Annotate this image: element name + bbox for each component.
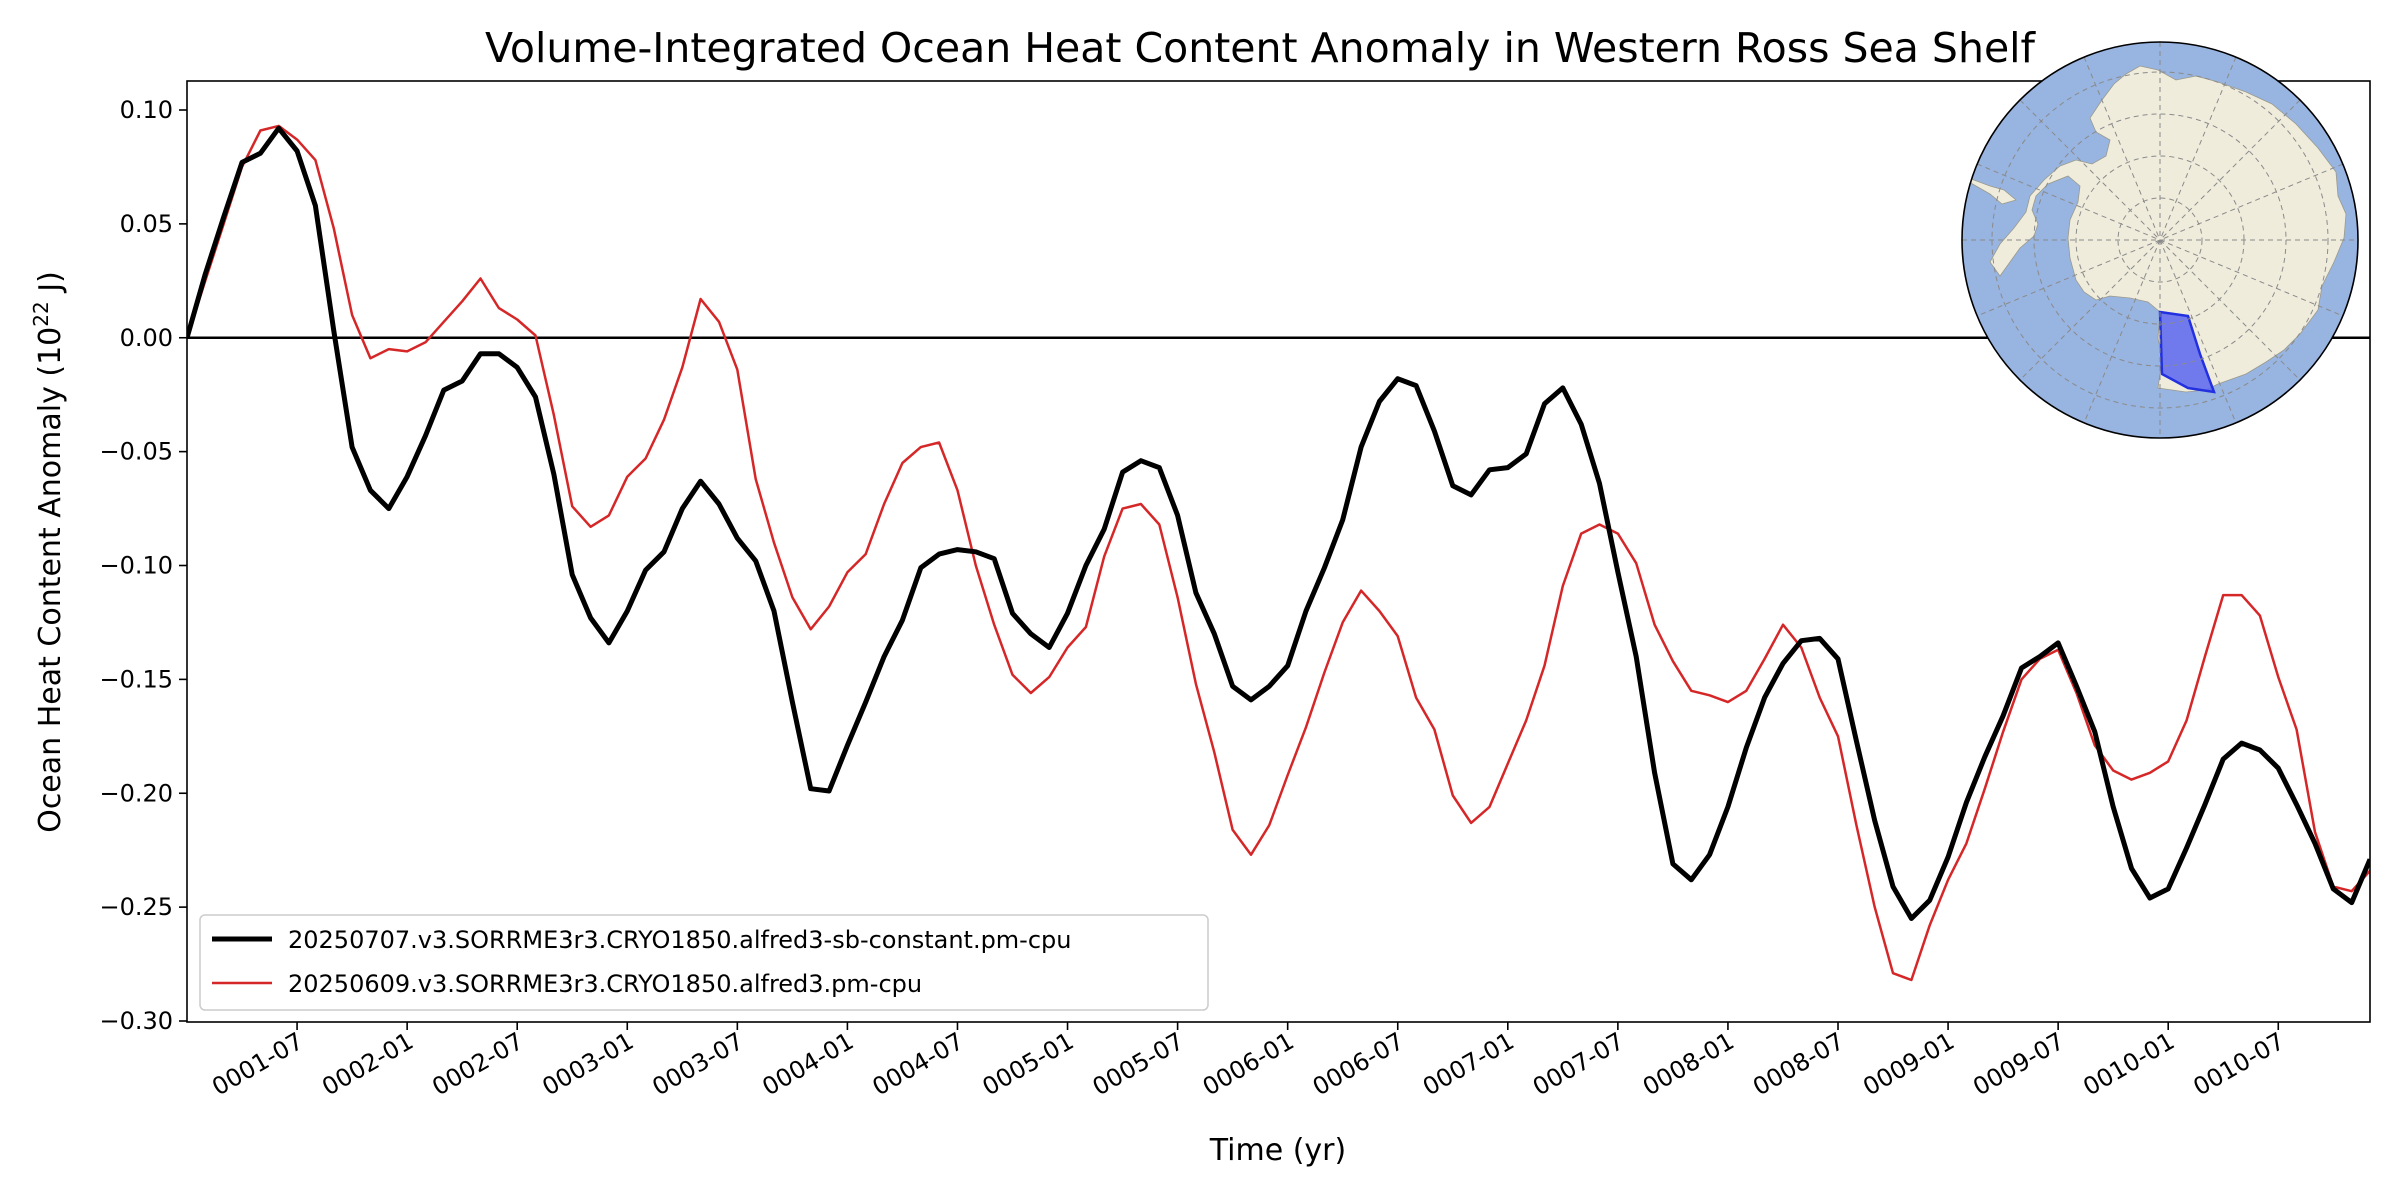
inset-map-meridian — [2019, 99, 2301, 381]
y-tick-label: 0.05 — [120, 210, 173, 238]
x-axis-label: Time (yr) — [1209, 1133, 1346, 1168]
y-tick-label: −0.05 — [99, 438, 173, 466]
y-axis-label-prefix: Ocean Heat Content Anomaly (10 — [33, 327, 68, 833]
series-line-1 — [187, 125, 2370, 921]
y-axis-label-suffix: J) — [33, 271, 68, 301]
y-axis-label: Ocean Heat Content Anomaly (1022 J) — [29, 271, 68, 833]
y-tick-label: −0.15 — [99, 665, 173, 693]
inset-map-meridian — [2019, 99, 2301, 381]
legend-label-series-1: 20250707.v3.SORRME3r3.CRYO1850.alfred3-s… — [288, 926, 1071, 954]
legend: 20250707.v3.SORRME3r3.CRYO1850.alfred3-s… — [199, 914, 1209, 1011]
y-tick-label: −0.20 — [99, 779, 173, 807]
inset-map — [1961, 41, 2359, 439]
y-tick-label: −0.25 — [99, 893, 173, 921]
series-line-2 — [187, 124, 2370, 982]
inset-map-antarctica-land — [1989, 65, 2347, 393]
y-tick-label: 0.00 — [120, 324, 173, 352]
y-tick-label: −0.10 — [99, 552, 173, 580]
inset-map-meridian — [1976, 163, 2344, 317]
chart-title: Volume-Integrated Ocean Heat Content Ano… — [485, 24, 2037, 72]
plot-frame — [186, 80, 2371, 1023]
y-tick-label: 0.10 — [120, 96, 173, 124]
inset-map-border — [1961, 41, 2359, 439]
legend-label-series-2: 20250609.v3.SORRME3r3.CRYO1850.alfred3.p… — [288, 970, 922, 998]
y-tick-label: −0.30 — [99, 1007, 173, 1035]
inset-map-region — [2158, 310, 2216, 394]
inset-map-latitude-ring — [1991, 71, 2329, 409]
y-axis-label-exponent: 22 — [29, 301, 53, 326]
inset-map-latitude-ring — [2117, 197, 2203, 283]
y-axis: 0.10 0.05 0.00 −0.05 −0.10 −0.15 −0.20 −0.25 −0.… — [99, 96, 187, 1035]
legend-box — [199, 914, 1209, 1011]
